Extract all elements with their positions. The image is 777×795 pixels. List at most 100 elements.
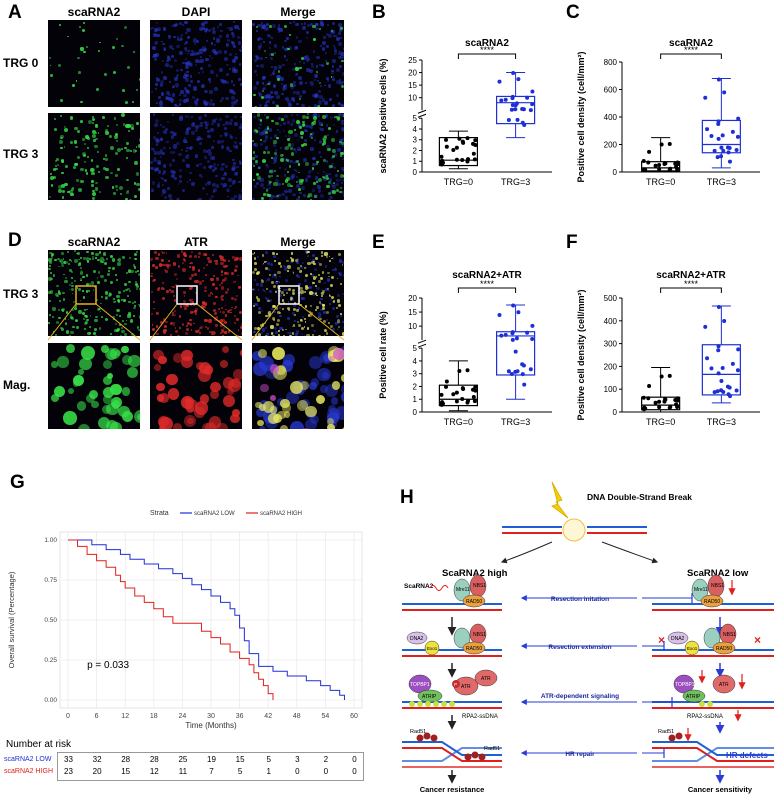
cell-dot <box>133 252 137 256</box>
data-point <box>719 154 724 159</box>
cell-dot <box>288 45 293 50</box>
cell-dot <box>301 26 306 31</box>
cell-dot <box>180 90 184 94</box>
cell-dot <box>77 287 82 292</box>
cell-dot <box>237 41 242 45</box>
cell-dot <box>60 134 64 138</box>
cell-dot <box>133 306 136 310</box>
cell-dot <box>333 49 338 53</box>
cell-dot <box>208 260 212 264</box>
risk-cell: 0 <box>352 755 357 764</box>
data-point <box>653 163 658 168</box>
cell-dot <box>165 251 168 254</box>
cell-dot <box>291 118 296 123</box>
cell-dot <box>164 270 168 274</box>
x-axis-label: Time (Months) <box>185 721 237 730</box>
cell-dot <box>232 83 235 86</box>
cell-dot <box>267 150 271 154</box>
cell-dot <box>278 166 282 170</box>
cell-dot <box>297 274 301 278</box>
cell-dot <box>79 120 83 123</box>
cell-dot <box>296 180 299 184</box>
cell-dot <box>202 149 207 153</box>
cell-dot <box>283 266 288 270</box>
cell-dot <box>197 71 200 74</box>
cell-dot <box>173 352 184 363</box>
cell-dot <box>196 280 200 284</box>
cell-dot <box>133 50 136 53</box>
cell-dot <box>201 85 204 88</box>
cell-dot <box>338 50 342 55</box>
cell-dot <box>51 361 58 368</box>
cell-dot <box>273 182 278 187</box>
y-tick-label: 3 <box>413 136 418 145</box>
cell-dot <box>215 117 218 120</box>
cell-dot <box>313 262 316 265</box>
cell-dot <box>262 132 266 136</box>
cell-dot <box>309 68 313 73</box>
cell-dot <box>164 196 168 199</box>
cell-dot <box>270 90 273 94</box>
cell-dot <box>288 102 293 107</box>
cell-dot <box>186 27 191 32</box>
cell-dot <box>171 85 175 89</box>
cell-dot <box>231 101 236 106</box>
micrograph-d-merge <box>252 250 344 336</box>
cell-dot <box>315 306 319 309</box>
cell-dot <box>119 193 122 196</box>
cell-dot <box>126 178 129 182</box>
cell-dot <box>300 333 303 336</box>
cell-dot <box>92 189 95 193</box>
cell-dot <box>240 129 242 132</box>
cell-dot <box>255 129 259 133</box>
cell-dot <box>208 152 213 157</box>
cell-dot <box>298 39 302 44</box>
cell-dot <box>326 174 328 177</box>
cell-dot <box>93 269 97 273</box>
cell-dot <box>168 163 173 167</box>
cell-dot <box>333 124 335 127</box>
cell-dot <box>339 113 344 118</box>
cell-dot <box>235 256 239 261</box>
cell-dot <box>205 123 209 127</box>
cell-dot <box>162 184 165 187</box>
dna-right-3 <box>652 701 774 709</box>
cell-dot <box>95 253 99 257</box>
cell-dot <box>193 273 197 277</box>
cell-dot <box>216 26 219 29</box>
cell-dot <box>342 177 344 183</box>
cell-dot <box>262 186 266 189</box>
cell-dot <box>336 80 341 84</box>
cell-dot <box>130 269 134 274</box>
cell-dot <box>73 307 77 311</box>
cell-dot <box>341 187 344 190</box>
cell-dot <box>182 62 185 65</box>
cell-dot <box>334 34 337 37</box>
cell-dot <box>80 266 83 269</box>
cell-dot <box>317 334 321 336</box>
cell-dot <box>164 63 169 68</box>
cell-dot <box>339 141 343 145</box>
cell-dot <box>302 61 306 64</box>
cell-dot <box>172 132 177 137</box>
cell-dot <box>170 170 175 175</box>
data-point <box>657 166 662 171</box>
data-point <box>716 305 721 310</box>
cell-dot <box>274 276 277 279</box>
data-point <box>513 349 518 354</box>
cell-dot <box>323 135 328 140</box>
data-point <box>530 89 535 94</box>
cell-dot <box>79 299 82 302</box>
cell-dot <box>101 261 104 264</box>
cell-dot <box>220 262 224 266</box>
data-point <box>460 386 465 391</box>
cell-dot <box>161 189 166 194</box>
cell-dot <box>139 78 140 81</box>
cell-dot <box>107 350 117 360</box>
cell-dot <box>179 35 183 39</box>
cell-dot <box>233 297 237 302</box>
cell-dot <box>159 104 163 107</box>
cell-dot <box>71 284 74 288</box>
cell-dot <box>287 100 292 105</box>
data-point <box>716 121 721 126</box>
